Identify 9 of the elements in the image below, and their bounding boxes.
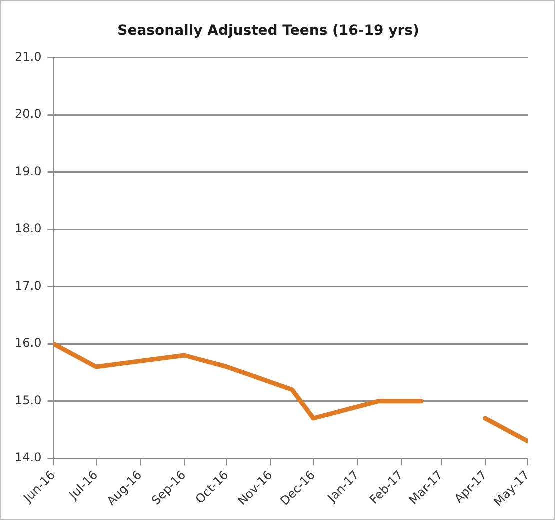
y-tick-label: 15.0: [15, 393, 42, 408]
y-tick-label: 17.0: [15, 278, 42, 293]
y-tick-label: 21.0: [15, 50, 42, 64]
chart-title: Seasonally Adjusted Teens (16-19 yrs): [118, 23, 420, 40]
y-tick-label: 14.0: [15, 450, 42, 465]
y-tick-label: 20.0: [15, 107, 42, 122]
y-tick-label: 18.0: [15, 222, 42, 236]
y-tick-label: 19.0: [15, 164, 42, 178]
y-tick-label: 16.0: [15, 336, 42, 350]
